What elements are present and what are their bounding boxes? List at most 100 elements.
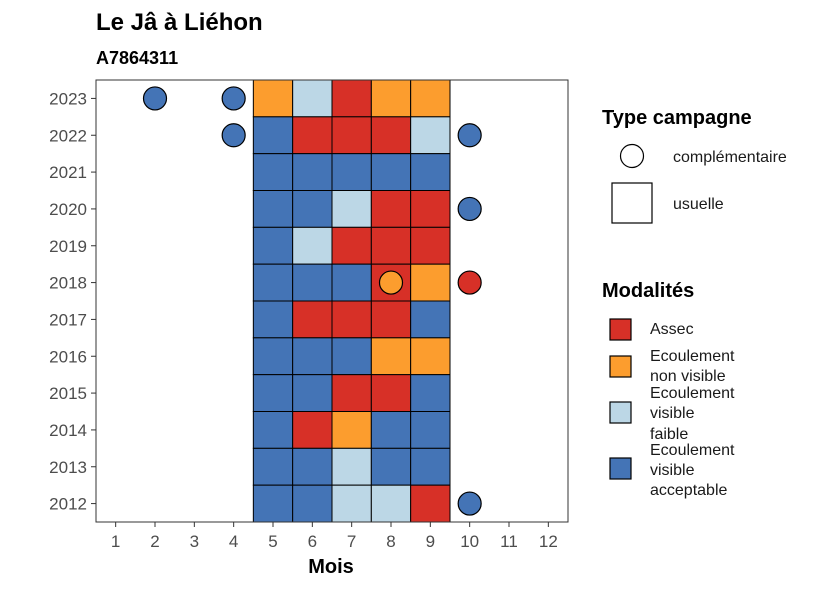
tile-2016-8	[370, 337, 412, 376]
y-tick-2016: 2016	[49, 347, 87, 366]
legend-circle-swatch	[619, 143, 645, 169]
chart-title: Le Jâ à Liéhon	[96, 9, 263, 36]
tile-2020-5	[252, 190, 294, 228]
tile-2016-5	[252, 337, 294, 376]
point-2018-8	[378, 270, 404, 295]
tile-2020-7	[331, 190, 372, 228]
x-axis: 1 2 3 4 5 6 7 8 9 10 11 12	[111, 522, 558, 551]
tile-2019-9	[410, 226, 451, 265]
tile-2020-9	[410, 190, 451, 228]
tile-2018-9	[410, 263, 451, 302]
tile-2017-6	[292, 300, 333, 339]
x-tick-6: 6	[308, 532, 317, 551]
legend-swatch-1	[609, 355, 632, 378]
tile-2015-5	[252, 374, 294, 412]
tile-2020-6	[292, 190, 333, 228]
x-tick-1: 1	[111, 532, 120, 551]
y-tick-2015: 2015	[49, 384, 87, 403]
tile-2023-7	[331, 79, 372, 118]
point-2020-10	[457, 196, 482, 222]
tile-2023-9	[410, 79, 451, 118]
x-tick-8: 8	[386, 532, 395, 551]
tile-2015-6	[292, 374, 333, 412]
tile-2013-9	[410, 447, 451, 486]
tile-2014-9	[410, 411, 451, 449]
y-tick-2019: 2019	[49, 237, 87, 256]
y-tick-2021: 2021	[49, 163, 87, 182]
legend-modalite-label: Ecoulement visible acceptable	[650, 442, 735, 499]
tile-2013-7	[331, 447, 372, 486]
tile-2018-7	[331, 263, 372, 302]
tile-2014-6	[292, 411, 333, 449]
tile-2021-5	[252, 153, 294, 192]
x-tick-9: 9	[426, 532, 435, 551]
tile-2012-5	[252, 484, 294, 523]
x-tick-11: 11	[500, 532, 518, 551]
tile-2014-7	[331, 411, 372, 449]
tile-2012-9	[410, 484, 451, 523]
point-2023-2	[142, 86, 168, 111]
y-tick-2014: 2014	[49, 421, 87, 440]
tile-2021-9	[410, 153, 451, 192]
legend-modalites-title: Modalités	[602, 280, 694, 302]
tile-2022-8	[370, 116, 412, 155]
x-axis-label: Mois	[308, 556, 354, 578]
tile-2022-5	[252, 116, 294, 155]
plot-border	[95, 79, 569, 523]
legend-swatch-2	[609, 401, 632, 424]
x-tick-2: 2	[150, 532, 159, 551]
y-tick-2018: 2018	[49, 274, 87, 293]
x-tick-7: 7	[347, 532, 356, 551]
tile-2014-5	[252, 411, 294, 449]
tile-2023-6	[292, 79, 333, 118]
tile-2013-5	[252, 447, 294, 486]
tile-2019-6	[292, 226, 333, 265]
tile-2022-7	[331, 116, 372, 155]
tile-2012-8	[370, 484, 412, 523]
chart-subtitle: A7864311	[96, 48, 178, 68]
tile-2012-7	[331, 484, 372, 523]
legend-swatch-3	[609, 457, 632, 480]
tile-2019-7	[331, 226, 372, 265]
x-tick-4: 4	[229, 532, 238, 551]
tile-2020-8	[370, 190, 412, 228]
tile-2013-6	[292, 447, 333, 486]
point-2012-10	[457, 491, 482, 516]
tile-2022-9	[410, 116, 451, 155]
tile-2017-8	[370, 300, 412, 339]
legend: Type campagne complémentaire usuelle Moda…	[602, 107, 787, 499]
tile-2019-5	[252, 226, 294, 265]
tile-2014-8	[370, 411, 412, 449]
point-2018-10	[457, 270, 482, 295]
legend-modalite-label: Assec	[650, 321, 694, 338]
legend-type-title: Type campagne	[602, 107, 752, 129]
y-tick-2020: 2020	[49, 200, 87, 219]
point-2022-10	[457, 123, 482, 148]
legend-type-label: usuelle	[673, 196, 724, 213]
tile-2022-6	[292, 116, 333, 155]
legend-modalite-label: Ecoulement non visible	[650, 348, 735, 385]
point-2023-4	[221, 86, 246, 111]
tile-2021-6	[292, 153, 333, 192]
tile-2019-8	[370, 226, 412, 265]
tile-2017-5	[252, 300, 294, 339]
tile-2017-9	[410, 300, 451, 339]
y-axis: 2023 2022 2021 2020 2019 2018 2017 2016 2015 2014…	[49, 89, 96, 514]
tile-2021-7	[331, 153, 372, 192]
y-tick-2013: 2013	[49, 458, 87, 477]
x-tick-3: 3	[190, 532, 199, 551]
tile-2023-8	[370, 79, 412, 118]
tile-2018-6	[292, 263, 333, 302]
tile-2015-8	[370, 374, 412, 412]
legend-swatch-0	[609, 318, 632, 341]
plot-panel	[95, 79, 569, 523]
legend-modalite-label: Ecoulement visible faible	[650, 385, 735, 443]
x-tick-5: 5	[268, 532, 277, 551]
tile-2016-6	[292, 337, 333, 376]
x-tick-12: 12	[539, 532, 558, 551]
tile-2016-9	[410, 337, 451, 376]
x-tick-10: 10	[460, 532, 479, 551]
legend-square-swatch	[611, 182, 653, 224]
tile-2013-8	[370, 447, 412, 486]
